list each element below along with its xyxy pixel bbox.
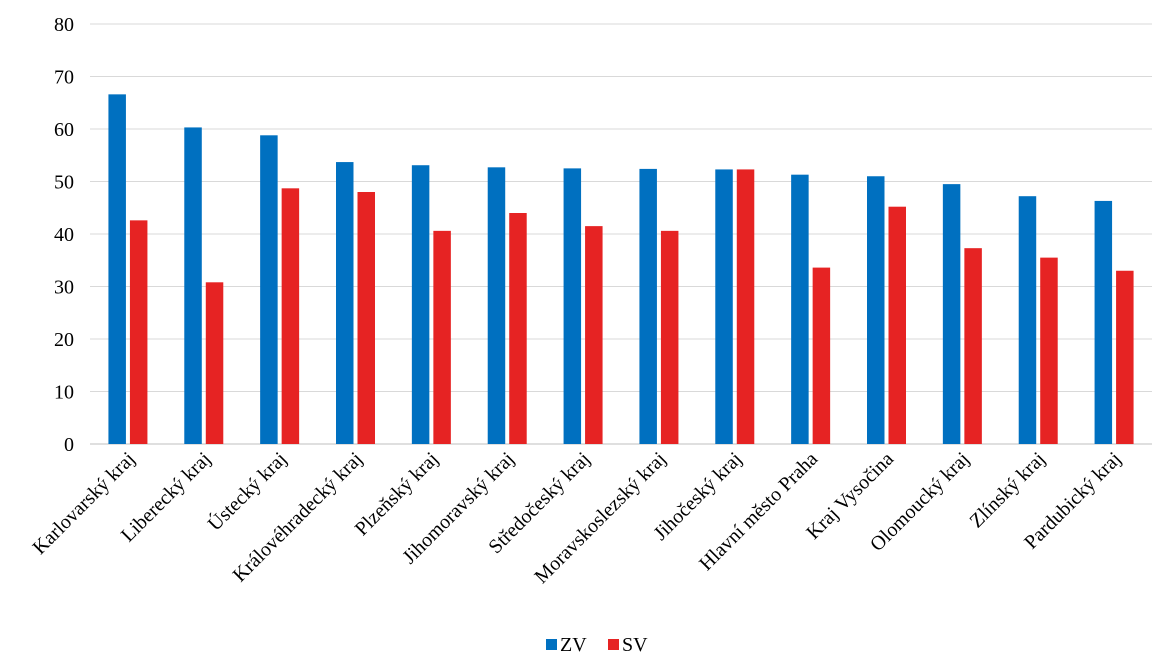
legend-label-sv: SV: [622, 634, 648, 656]
gridlines: [90, 23, 1152, 445]
y-tick-label: 10: [54, 382, 74, 404]
bar-sv: [1040, 257, 1058, 444]
y-tick-label: 80: [54, 14, 74, 36]
bar-zv: [867, 176, 885, 444]
y-axis-tick-labels: 0 10 20 30 40 50 60 70 80: [54, 14, 74, 456]
bar-sv: [1116, 270, 1134, 444]
bar-sv: [888, 206, 906, 444]
bars: [108, 94, 1134, 445]
x-category-label: Moravskoslezský kraj: [530, 448, 670, 588]
bar-zv: [942, 184, 961, 444]
bar-sv: [281, 188, 300, 444]
bar-zv: [184, 127, 202, 445]
bar-zv: [563, 168, 582, 444]
legend: ZV SV: [546, 634, 648, 656]
y-tick-label: 70: [54, 67, 74, 89]
bar-sv: [812, 267, 831, 444]
bar-sv: [964, 248, 982, 444]
bar-sv: [736, 169, 755, 445]
bar-zv: [336, 162, 354, 444]
bar-sv: [585, 226, 603, 444]
legend-swatch-zv: [546, 639, 557, 650]
y-tick-label: 50: [54, 172, 74, 194]
bar-zv: [487, 167, 506, 444]
y-tick-label: 40: [54, 224, 74, 246]
bar-sv: [205, 282, 224, 444]
bar-sv: [509, 213, 527, 444]
bar-zv: [715, 169, 733, 445]
legend-swatch-sv: [608, 639, 619, 650]
bar-sv: [660, 230, 679, 444]
bar-zv: [1094, 200, 1113, 444]
y-tick-label: 0: [64, 434, 74, 456]
bar-zv: [1018, 196, 1037, 444]
bar-zv: [108, 94, 126, 444]
bar-sv: [129, 220, 148, 444]
x-category-label: Královéhradecký kraj: [229, 448, 367, 586]
bar-zv: [260, 135, 278, 445]
y-tick-label: 20: [54, 329, 74, 351]
bar-zv: [639, 168, 657, 444]
y-tick-label: 60: [54, 119, 74, 141]
bar-zv: [791, 174, 809, 445]
bar-sv: [433, 230, 451, 444]
bar-zv: [411, 165, 430, 444]
x-category-label: Karlovarský kraj: [28, 448, 139, 559]
bar-sv: [357, 192, 375, 444]
y-tick-label: 30: [54, 277, 74, 299]
legend-label-zv: ZV: [560, 634, 587, 656]
